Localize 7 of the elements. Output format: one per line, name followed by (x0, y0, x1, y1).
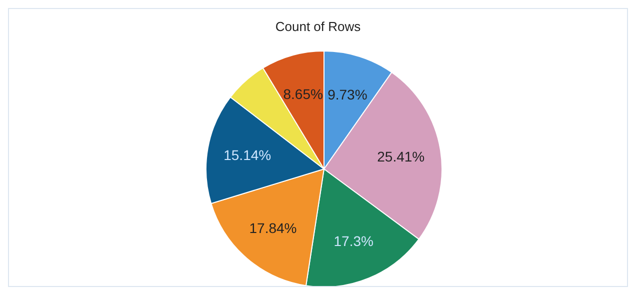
data-label: 15.14% (224, 147, 272, 164)
data-label: 17.3% (334, 233, 374, 250)
data-label: 8.65% (283, 86, 323, 102)
data-label: 9.73% (328, 86, 368, 103)
data-label: 25.41% (377, 148, 425, 165)
data-label: 17.84% (249, 220, 297, 236)
chart-title: Count of Rows (274, 19, 362, 34)
